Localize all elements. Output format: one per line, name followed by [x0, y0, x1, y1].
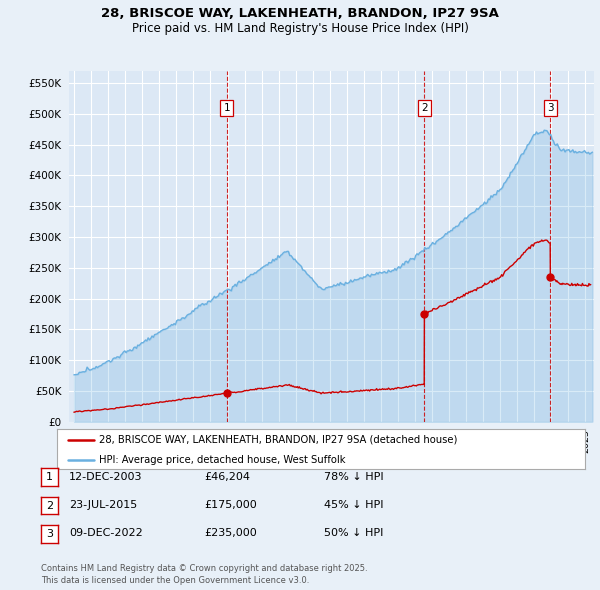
Text: £235,000: £235,000 — [204, 529, 257, 538]
Text: Contains HM Land Registry data © Crown copyright and database right 2025.
This d: Contains HM Land Registry data © Crown c… — [41, 565, 367, 585]
Text: 2: 2 — [46, 501, 53, 510]
Text: 23-JUL-2015: 23-JUL-2015 — [69, 500, 137, 510]
Text: 3: 3 — [46, 529, 53, 539]
Text: 1: 1 — [46, 473, 53, 482]
Text: 45% ↓ HPI: 45% ↓ HPI — [324, 500, 383, 510]
Text: 28, BRISCOE WAY, LAKENHEATH, BRANDON, IP27 9SA: 28, BRISCOE WAY, LAKENHEATH, BRANDON, IP… — [101, 7, 499, 20]
Text: 78% ↓ HPI: 78% ↓ HPI — [324, 472, 383, 481]
Text: 3: 3 — [547, 103, 554, 113]
Text: HPI: Average price, detached house, West Suffolk: HPI: Average price, detached house, West… — [99, 455, 346, 466]
Text: £46,204: £46,204 — [204, 472, 250, 481]
Text: 50% ↓ HPI: 50% ↓ HPI — [324, 529, 383, 538]
Text: Price paid vs. HM Land Registry's House Price Index (HPI): Price paid vs. HM Land Registry's House … — [131, 22, 469, 35]
Text: 1: 1 — [223, 103, 230, 113]
Text: 12-DEC-2003: 12-DEC-2003 — [69, 472, 143, 481]
Text: 09-DEC-2022: 09-DEC-2022 — [69, 529, 143, 538]
Text: £175,000: £175,000 — [204, 500, 257, 510]
Text: 28, BRISCOE WAY, LAKENHEATH, BRANDON, IP27 9SA (detached house): 28, BRISCOE WAY, LAKENHEATH, BRANDON, IP… — [99, 435, 458, 445]
Text: 2: 2 — [421, 103, 428, 113]
